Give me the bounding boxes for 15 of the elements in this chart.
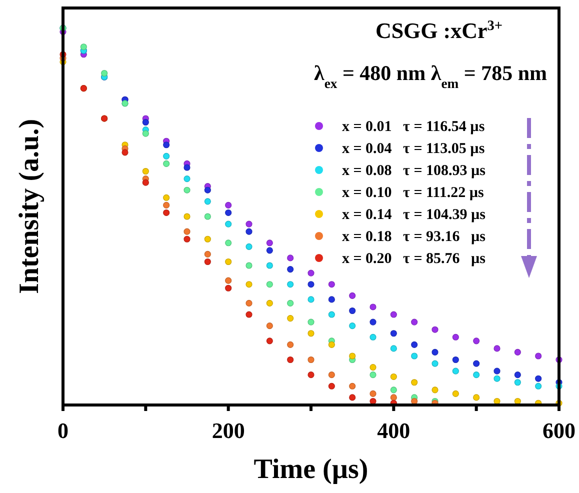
x-tick-label: 400	[377, 418, 410, 444]
legend-label: x = 0.04 τ = 113.05 µs	[342, 141, 485, 157]
x-tick-label: 0	[58, 418, 68, 444]
legend-label: x = 0.20 τ = 85.76 µs	[342, 251, 486, 267]
x-axis-title: Time (µs)	[254, 454, 368, 485]
text: λ$_{ex}$ = 480 nm λ$_{em}$ = 785 nm	[314, 61, 548, 90]
x-tick-label: 600	[542, 418, 576, 444]
legend-label: x = 0.08 τ = 108.93 µs	[342, 163, 486, 179]
legend-label: x = 0.01 τ = 116.54 µs	[342, 119, 485, 135]
y-axis-title: Intensity (a.u.)	[14, 118, 45, 294]
x-tick-label: 200	[212, 418, 245, 444]
legend-label: x = 0.10 τ = 111.22 µs	[342, 185, 484, 201]
legend-label: x = 0.18 τ = 93.16 µs	[342, 229, 486, 245]
chart-title: CSGG :xCr$^{3+}$	[375, 18, 503, 43]
legend-label: x = 0.14 τ = 104.39 µs	[342, 207, 486, 223]
